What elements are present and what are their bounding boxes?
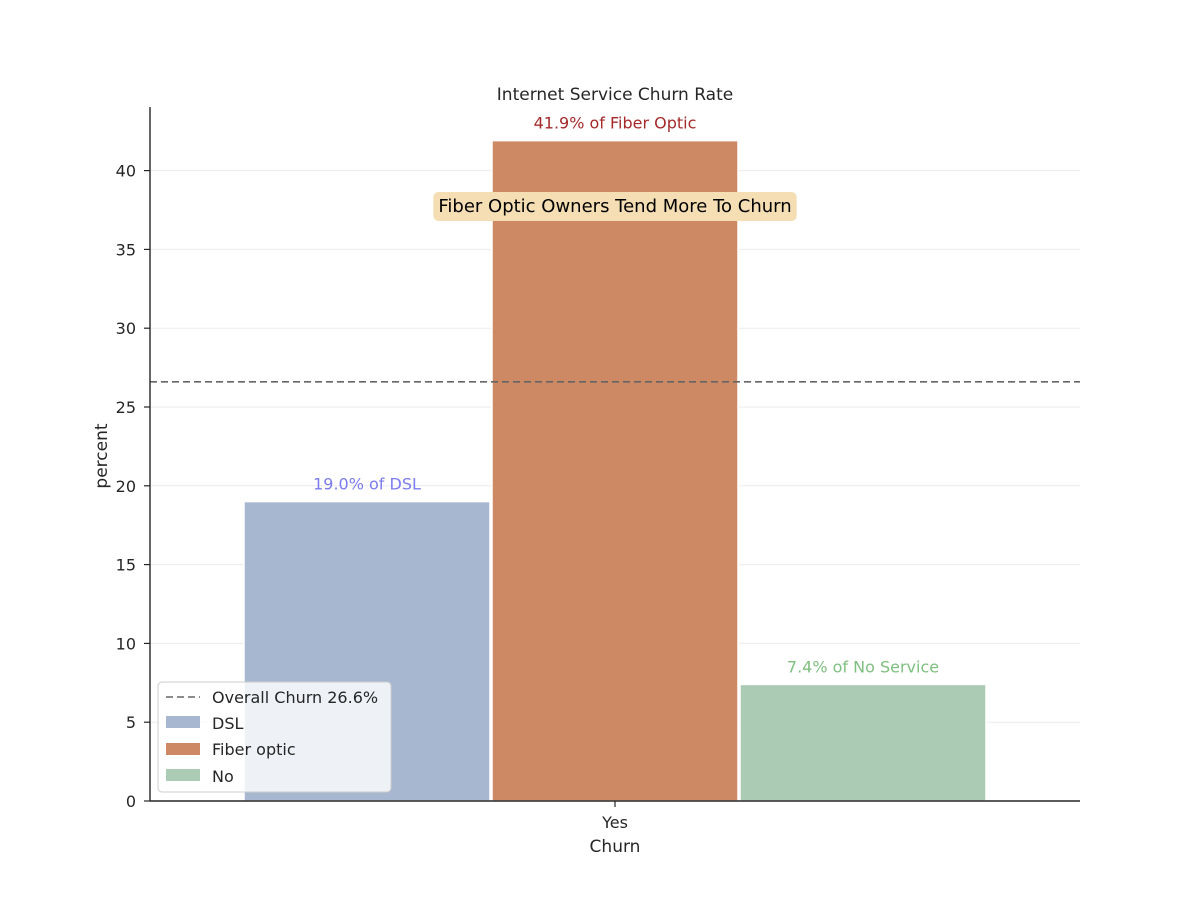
data-label-no: 7.4% of No Service — [787, 657, 939, 676]
y-tick-label: 30 — [116, 319, 136, 338]
legend: Overall Churn 26.6% DSL Fiber optic No — [157, 681, 392, 793]
x-axis-label: Churn — [590, 837, 641, 857]
y-tick-label: 10 — [116, 634, 136, 653]
axes: 0 5 10 15 20 25 30 35 40 Yes Churn percent — [92, 107, 1080, 857]
legend-label-fiber-optic: Fiber optic — [212, 740, 296, 759]
legend-label-no: No — [212, 767, 234, 786]
legend-label-reference: Overall Churn 26.6% — [212, 688, 378, 707]
y-tick-label: 5 — [126, 713, 136, 732]
data-labels: 19.0% of DSL 41.9% of Fiber Optic 7.4% of … — [313, 114, 939, 677]
legend-box — [157, 681, 392, 793]
y-tick-label: 0 — [126, 792, 136, 811]
legend-swatch-no — [166, 769, 200, 781]
y-ticks: 0 5 10 15 20 25 30 35 40 — [116, 162, 150, 811]
legend-swatch-dsl — [166, 716, 200, 728]
y-tick-label: 25 — [116, 398, 136, 417]
annotation-text: Fiber Optic Owners Tend More To Churn — [438, 196, 791, 217]
data-label-fiber-optic: 41.9% of Fiber Optic — [534, 114, 697, 133]
y-axis-label: percent — [92, 423, 112, 488]
y-tick-label: 15 — [116, 556, 136, 575]
annotation: Fiber Optic Owners Tend More To Churn — [433, 192, 797, 221]
data-label-dsl: 19.0% of DSL — [313, 475, 421, 494]
y-tick-label: 35 — [116, 240, 136, 259]
bar-no — [739, 683, 987, 802]
chart-title: Internet Service Churn Rate — [497, 85, 733, 105]
legend-label-dsl: DSL — [212, 714, 243, 733]
y-tick-label: 20 — [116, 477, 136, 496]
legend-swatch-fiber-optic — [166, 743, 200, 755]
x-tick-label: Yes — [601, 813, 628, 832]
y-tick-label: 40 — [116, 162, 136, 181]
annotation-box — [433, 192, 797, 221]
bar-fiber-optic — [491, 139, 739, 802]
